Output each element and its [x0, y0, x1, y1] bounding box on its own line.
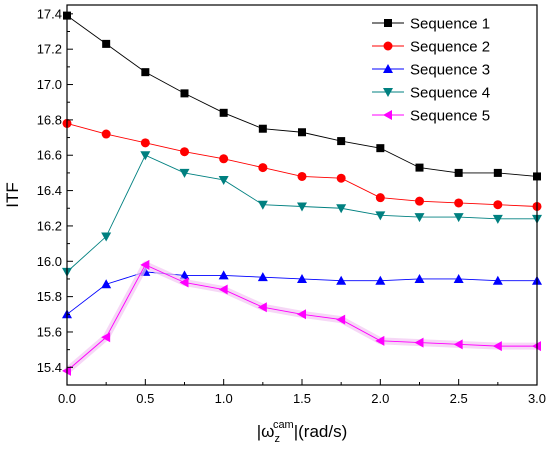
series-sequence-3-point	[297, 273, 307, 283]
legend-label: Sequence 2	[410, 39, 490, 56]
series-sequence-3-point	[218, 270, 229, 280]
legend-item-sequence-4: Sequence 4	[372, 85, 490, 102]
series-sequence-4	[62, 151, 542, 277]
series-sequence-5-point	[453, 339, 463, 350]
series-sequence-2-point	[297, 171, 307, 181]
x-tick-label: 1.0	[215, 391, 233, 406]
series-sequence-2-point	[375, 193, 385, 203]
series-sequence-5-point	[492, 341, 502, 352]
x-tick-label: 0.0	[58, 391, 76, 406]
series-sequence-3-point	[375, 275, 386, 285]
x-axis-title-prefix: |ω	[257, 422, 275, 441]
legend-item-sequence-2: Sequence 2	[372, 39, 490, 56]
legend-swatch-marker	[383, 41, 393, 51]
series-sequence-1-point	[454, 168, 463, 177]
series-sequence-3-point	[101, 279, 112, 289]
series-sequence-3-point	[414, 273, 425, 283]
series-sequence-1-point	[258, 124, 267, 133]
y-tick-label: 15.4	[37, 360, 62, 375]
series-sequence-5-point	[140, 259, 150, 270]
y-axis-title: ITF	[3, 182, 22, 208]
x-axis-title-subscript: z	[274, 433, 280, 445]
series-sequence-3-point	[492, 275, 503, 285]
x-axis-title-suffix: |(rad/s)	[294, 422, 348, 441]
series-sequence-5-point	[101, 332, 111, 343]
legend-swatch-marker	[383, 88, 393, 97]
y-tick-label: 16.8	[37, 112, 62, 127]
y-tick-label: 16.0	[37, 254, 62, 269]
series-sequence-4-point	[257, 200, 268, 210]
series-sequence-4-point	[492, 214, 503, 224]
series-sequence-5-point	[257, 302, 267, 313]
y-tick-label: 17.4	[37, 6, 62, 21]
series-sequence-4-point	[179, 168, 190, 178]
series-sequence-1-point	[493, 168, 502, 177]
series-sequence-2	[62, 118, 542, 211]
series-sequence-5-point	[297, 309, 306, 320]
y-tick-label: 17.2	[37, 42, 62, 57]
y-tick-label: 16.2	[37, 218, 62, 233]
y-tick-label: 17.0	[37, 77, 62, 92]
series-sequence-2-point	[140, 138, 150, 148]
x-axis-title: |ωz cam|(rad/s)	[257, 419, 348, 445]
legend: Sequence 1 Sequence 2 Sequence 3 Sequence 4…	[372, 16, 490, 125]
legend-swatch-marker	[383, 110, 392, 120]
legend-swatch-marker	[384, 19, 392, 27]
series-sequence-1-point	[415, 163, 424, 172]
series-sequence-4-point	[140, 151, 151, 161]
legend-label: Sequence 1	[410, 16, 490, 33]
legend-item-sequence-3: Sequence 3	[372, 62, 490, 79]
x-axis-title-superscript: cam	[273, 419, 294, 431]
axis-ticks: 0.0 0.5 1.0 1.5 2.0 2.5 3.0 15.4 15.6 15.8 16.0 16.…	[37, 6, 546, 406]
series-sequence-3-point	[179, 270, 190, 280]
series-sequence-2-point	[219, 154, 229, 164]
x-tick-label: 0.5	[136, 391, 154, 406]
series-sequence-4-point	[297, 202, 307, 212]
series-sequence-2-point	[258, 163, 268, 173]
series-sequence-1-point	[102, 39, 111, 48]
legend-label: Sequence 3	[410, 62, 490, 79]
series-sequence-1-point	[337, 137, 346, 146]
series-sequence-5-point	[336, 314, 346, 325]
series-sequence-5-point	[218, 284, 228, 295]
legend-label: Sequence 5	[410, 108, 490, 125]
series-sequence-3-point	[453, 273, 464, 283]
x-tick-label: 1.5	[293, 391, 311, 406]
legend-item-sequence-1: Sequence 1	[372, 16, 490, 33]
y-tick-label: 15.8	[37, 289, 62, 304]
series-sequence-3-point	[336, 275, 347, 285]
series-sequence-4-point	[375, 211, 386, 221]
series-sequence-4-point	[336, 204, 347, 214]
series-sequence-2-point	[454, 198, 464, 208]
series-sequence-5-point	[179, 277, 189, 288]
series-sequence-1-point	[180, 89, 189, 98]
series-sequence-2-point	[493, 200, 503, 210]
legend-item-sequence-5: Sequence 5	[372, 108, 490, 125]
series-sequence-5-point	[414, 337, 424, 348]
series-sequence-4-point	[414, 213, 425, 223]
y-tick-label: 15.6	[37, 324, 62, 339]
series-sequence-2-point	[101, 129, 111, 139]
x-tick-label: 2.0	[371, 391, 389, 406]
y-tick-label: 16.6	[37, 148, 62, 163]
series-sequence-3-point	[257, 272, 268, 282]
series-sequence-1-point	[219, 108, 228, 117]
x-tick-label: 2.5	[450, 391, 468, 406]
legend-swatch-marker	[383, 64, 393, 73]
y-tick-label: 16.4	[37, 183, 62, 198]
series-sequence-1-point	[376, 144, 385, 153]
series-sequence-2-point	[336, 173, 346, 183]
series-sequence-2-point	[180, 147, 189, 157]
series-sequence-4-point	[218, 175, 229, 185]
series-sequence-5-point	[375, 335, 385, 346]
series-sequence-4-point	[101, 232, 112, 242]
x-tick-label: 3.0	[528, 391, 546, 406]
series-sequence-1-point	[141, 68, 150, 77]
series-sequence-2-point	[415, 196, 424, 206]
series-sequence-1-point	[298, 128, 306, 137]
legend-label: Sequence 4	[410, 85, 490, 102]
series-sequence-4-point	[453, 213, 464, 223]
